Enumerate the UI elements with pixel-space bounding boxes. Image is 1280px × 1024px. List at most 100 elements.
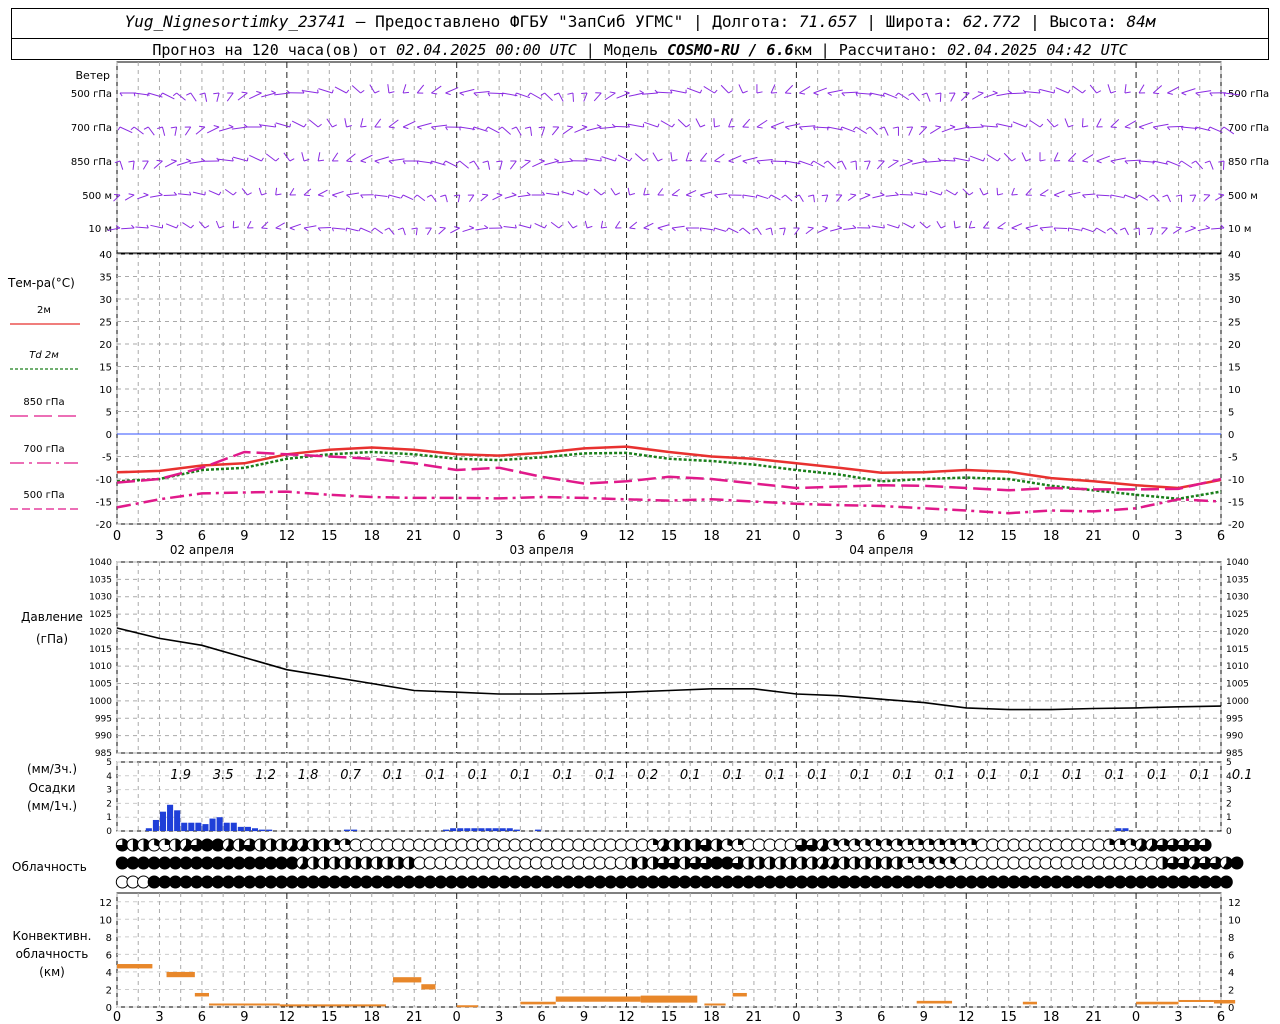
precip-3h-total: 0.1 — [425, 768, 446, 783]
wind-barb-shaft — [972, 92, 984, 100]
convective-bar — [279, 1004, 386, 1007]
cloud-fill — [509, 876, 522, 888]
cloud-fill — [424, 876, 437, 888]
cloud-fill — [1209, 876, 1222, 888]
conv-x-tick-label: 15 — [1000, 1010, 1017, 1024]
precip-bar — [223, 822, 230, 831]
conv-y-label: облачность — [16, 947, 89, 961]
calc-time: 02.04.2025 04:42 UTC — [947, 41, 1128, 59]
wind-barb-shaft — [939, 159, 956, 162]
wind-barb-shaft — [756, 194, 769, 200]
conv-y-label: (км) — [39, 965, 65, 979]
cloud-fill — [1148, 839, 1159, 852]
wind-barb-shaft — [473, 160, 480, 170]
cloud-fill — [190, 857, 203, 869]
cloud-fill — [366, 857, 373, 869]
wind-barb-feather — [643, 157, 648, 162]
cloud-fill — [169, 876, 182, 888]
cloud-fill — [838, 876, 851, 888]
wind-barb-feather — [624, 90, 630, 94]
wind-barb-feather — [1124, 91, 1131, 94]
wind-barb-feather — [572, 191, 575, 196]
wind-barb-feather — [261, 157, 264, 162]
cloud-fill — [1124, 876, 1137, 888]
cloud-fill — [700, 876, 713, 888]
wind-barb-feather — [1220, 224, 1225, 229]
wind-barb-feather — [965, 124, 970, 128]
precip-bar — [535, 829, 542, 831]
temp-legend-label: Td 2м — [29, 350, 59, 361]
wind-barb-feather — [384, 227, 390, 231]
wind-barb-shaft — [912, 92, 921, 102]
pressure-y-tick-label: 1020 — [89, 627, 112, 637]
cloud-fill — [933, 876, 946, 888]
cloud-fill — [678, 876, 691, 888]
wind-barb-feather — [895, 92, 899, 97]
wind-barb-feather — [473, 92, 478, 97]
wind-barb-shaft — [887, 160, 899, 169]
wind-barb-shaft — [1124, 194, 1136, 200]
wind-barb-feather — [983, 192, 989, 196]
precip-y-tick-label-right: 1 — [1226, 813, 1232, 823]
wind-barb-feather — [742, 194, 744, 199]
wind-barb-shaft — [660, 120, 673, 128]
wind-barb-feather — [170, 126, 177, 129]
cloud-fill — [1029, 876, 1042, 888]
wind-barb-feather — [443, 160, 446, 165]
wind-barb-shaft — [700, 227, 713, 231]
wind-barb-shaft — [1124, 84, 1127, 94]
wind-barb-feather — [189, 191, 192, 196]
pressure-y-tick-label-right: 985 — [1226, 749, 1243, 759]
wind-level-label: 10 м — [89, 224, 112, 235]
cloud-fill — [1114, 876, 1127, 888]
temp-x-tick-label: 0 — [113, 529, 121, 544]
wind-barb-feather — [499, 224, 503, 229]
wind-barb-feather — [669, 89, 673, 94]
temp-x-tick-label: 3 — [155, 529, 163, 544]
wind-barb-shaft — [475, 227, 489, 231]
wind-barb-shaft — [1195, 90, 1212, 94]
wind-barb-shaft — [670, 152, 673, 162]
wind-barb-feather — [1220, 126, 1225, 131]
wind-barb-shaft — [614, 221, 621, 229]
wind-barb-feather — [331, 227, 334, 232]
precip-bar — [464, 828, 471, 831]
precip-3h-total: 0.1 — [977, 768, 998, 783]
wind-barb-feather — [402, 160, 406, 165]
wind-barb-shaft — [133, 126, 144, 135]
temp-x-tick-label: 21 — [1085, 529, 1102, 544]
wind-barb-feather — [360, 194, 364, 199]
wind-barb-feather — [397, 227, 404, 231]
wind-barb-feather — [485, 126, 489, 131]
precip-y-tick-label-right: 5 — [1226, 758, 1232, 768]
wind-barb-feather — [247, 192, 252, 196]
pressure-y-tick-label: 1040 — [89, 558, 112, 568]
wind-barb-shaft — [1138, 194, 1149, 201]
wind-barb-shaft — [600, 220, 604, 229]
wind-barb-shaft — [983, 92, 998, 99]
wind-barb-feather — [821, 194, 828, 197]
wind-barb-shaft — [374, 118, 382, 128]
wind-barb-feather — [360, 89, 365, 94]
wind-barb-shaft — [1161, 227, 1168, 235]
cloud-fill — [243, 876, 256, 888]
precip-bar — [237, 826, 244, 831]
precip-3h-total: 0.1 — [553, 768, 574, 783]
precip-3h-total: 0.1 — [1105, 768, 1126, 783]
wind-barb-feather — [700, 194, 705, 198]
wind-barb-shaft — [237, 92, 248, 101]
wind-barb-feather — [514, 224, 517, 229]
wind-barb-shaft — [830, 227, 842, 232]
precip-3h-total: 0.1 — [765, 768, 786, 783]
temp-x-tick-label: 9 — [920, 529, 928, 544]
cloud-fill — [1209, 857, 1222, 870]
wind-barb-shaft — [134, 92, 150, 96]
pressure-y-tick-label-right: 1025 — [1226, 610, 1249, 620]
wind-barb-shaft — [388, 158, 405, 162]
temp-x-tick-label: 0 — [453, 529, 461, 544]
pressure-y-tick-label-right: 1035 — [1226, 575, 1249, 585]
wind-barb-feather — [596, 124, 602, 128]
wind-barb-shaft — [388, 227, 395, 235]
wind-barb-feather — [784, 126, 790, 130]
precip-bar — [343, 829, 351, 831]
